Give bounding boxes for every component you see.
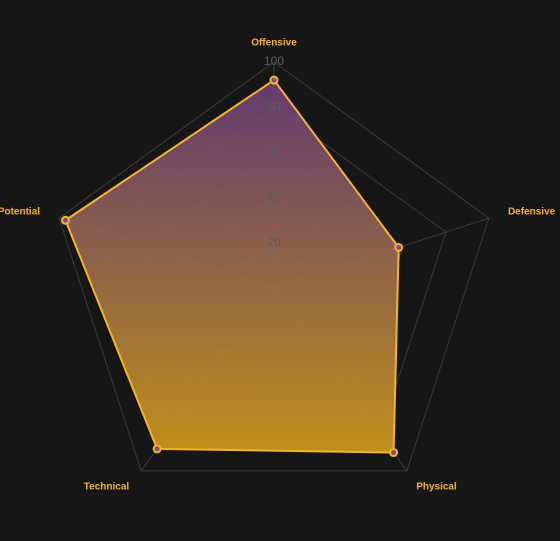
tick-label-100: 100 [264, 54, 284, 68]
radar-series [61, 75, 404, 458]
category-labels: Offensive Defensive Physical Technical Poten… [0, 38, 556, 493]
category-label-offensive: Offensive [251, 38, 297, 49]
grid-ring-5 [58, 61, 490, 472]
data-point-defensive [394, 242, 404, 252]
tick-label-40: 40 [267, 190, 281, 204]
category-label-technical: Technical [84, 481, 130, 492]
series-area [64, 79, 400, 454]
data-point-potential [61, 215, 71, 225]
category-label-potential: Potential [0, 207, 40, 218]
tick-label-80: 80 [267, 99, 281, 113]
category-label-defensive: Defensive [508, 207, 556, 218]
tick-label-20: 20 [267, 235, 281, 249]
radial-tick-labels: 20 40 60 80 100 [264, 54, 284, 249]
category-label-physical: Physical [416, 481, 457, 492]
data-point-physical [389, 448, 399, 458]
data-point-technical [152, 444, 162, 454]
data-point-offensive [269, 75, 279, 85]
tick-label-60: 60 [267, 145, 281, 159]
